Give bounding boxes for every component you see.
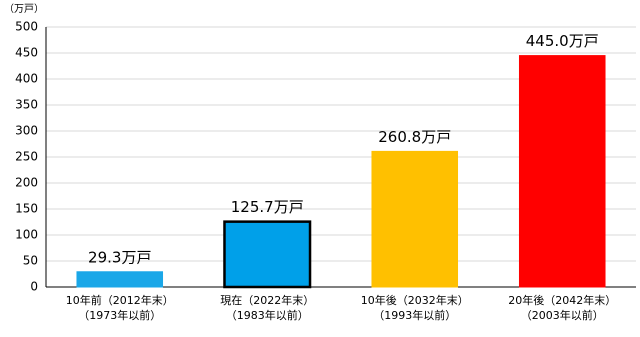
x-tick-label: 現在（2022年末） (220, 293, 314, 307)
y-tick-label: 100 (15, 228, 38, 242)
y-tick-label: 150 (15, 202, 38, 216)
y-tick-label: 0 (30, 280, 38, 294)
value-label: 29.3万戸 (88, 248, 151, 266)
y-tick-label: 500 (15, 20, 38, 34)
bar (518, 55, 606, 288)
x-tick-label: （1973年以前） (78, 308, 161, 322)
y-tick-label: 250 (15, 150, 38, 164)
x-tick-label: 10年前（2012年末） (66, 293, 174, 307)
y-axis-label: （万戸） (4, 3, 44, 15)
value-label: 260.8万戸 (378, 128, 451, 146)
y-tick-label: 400 (15, 72, 38, 86)
x-tick-label: 20年後（2042年末） (508, 293, 616, 307)
value-label: 125.7万戸 (231, 198, 304, 216)
x-tick-label: （1983年以前） (226, 308, 309, 322)
bar (76, 271, 164, 288)
y-tick-label: 300 (15, 124, 38, 138)
y-tick-label: 350 (15, 98, 38, 112)
bar (371, 150, 459, 288)
x-tick-label: 10年後（2032年末） (361, 293, 469, 307)
y-tick-label: 450 (15, 46, 38, 60)
bar (223, 220, 312, 289)
x-tick-label: （1993年以前） (373, 308, 456, 322)
y-tick-label: 200 (15, 176, 38, 190)
y-tick-label: 50 (23, 254, 38, 268)
value-label: 445.0万戸 (526, 32, 599, 50)
x-tick-label: （2003年以前） (521, 308, 604, 322)
